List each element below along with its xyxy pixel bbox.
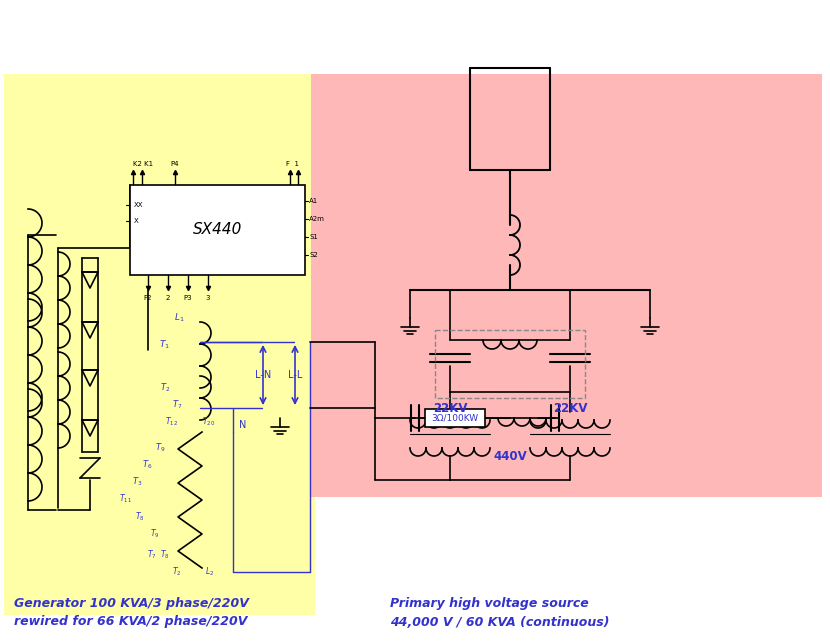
Text: $T_9$: $T_9$ — [154, 442, 165, 454]
Text: $T_2$: $T_2$ — [173, 566, 182, 578]
Text: $T_1$: $T_1$ — [159, 338, 170, 351]
Text: P4: P4 — [171, 161, 179, 167]
Text: A2m: A2m — [309, 216, 325, 222]
Text: P2: P2 — [144, 295, 152, 301]
Text: XX: XX — [134, 202, 144, 208]
Text: $T_{20}$: $T_{20}$ — [202, 416, 215, 428]
Text: $T_7$: $T_7$ — [172, 399, 182, 412]
Text: K2 K1: K2 K1 — [133, 161, 153, 167]
Text: $T_3$: $T_3$ — [132, 476, 142, 488]
Text: 22KV: 22KV — [432, 401, 467, 415]
Text: 3: 3 — [206, 295, 210, 301]
Text: 2: 2 — [166, 295, 170, 301]
Text: $T_6$: $T_6$ — [142, 459, 152, 471]
Text: 22KV: 22KV — [553, 401, 588, 415]
Text: A1: A1 — [309, 198, 318, 204]
Text: Generator 100 KVA/3 phase/220V: Generator 100 KVA/3 phase/220V — [14, 597, 249, 610]
Bar — [435, 330, 585, 398]
Text: $L_2$: $L_2$ — [205, 566, 214, 578]
Text: $T_8$: $T_8$ — [135, 511, 145, 523]
Text: F  1: F 1 — [286, 161, 299, 167]
Text: S2: S2 — [309, 252, 318, 258]
Text: Primary high voltage source: Primary high voltage source — [390, 597, 588, 610]
Bar — [425, 409, 485, 427]
Text: N: N — [239, 420, 247, 430]
Bar — [311, 74, 822, 497]
Text: $L_1$: $L_1$ — [174, 312, 185, 324]
Bar — [130, 185, 305, 275]
Text: $T_{11}$: $T_{11}$ — [119, 493, 132, 505]
Text: $T_{12}$: $T_{12}$ — [165, 416, 178, 428]
Text: rewired for 66 KVA/2 phase/220V: rewired for 66 KVA/2 phase/220V — [14, 615, 247, 628]
Text: $T_7\ \ T_8$: $T_7\ \ T_8$ — [147, 549, 170, 562]
Text: SX440: SX440 — [193, 222, 242, 238]
Text: P3: P3 — [183, 295, 193, 301]
Text: L-L: L-L — [288, 370, 302, 380]
Bar — [4, 74, 315, 615]
Text: 440V: 440V — [493, 449, 527, 463]
Text: S1: S1 — [309, 234, 318, 240]
Text: L-N: L-N — [255, 370, 271, 380]
Text: X: X — [134, 218, 139, 224]
Text: $T_2$: $T_2$ — [159, 382, 170, 394]
Text: 44,000 V / 60 KVA (continuous): 44,000 V / 60 KVA (continuous) — [390, 615, 609, 628]
Text: $T_9$: $T_9$ — [150, 528, 160, 540]
Text: 3Ω/100KW: 3Ω/100KW — [432, 413, 479, 422]
